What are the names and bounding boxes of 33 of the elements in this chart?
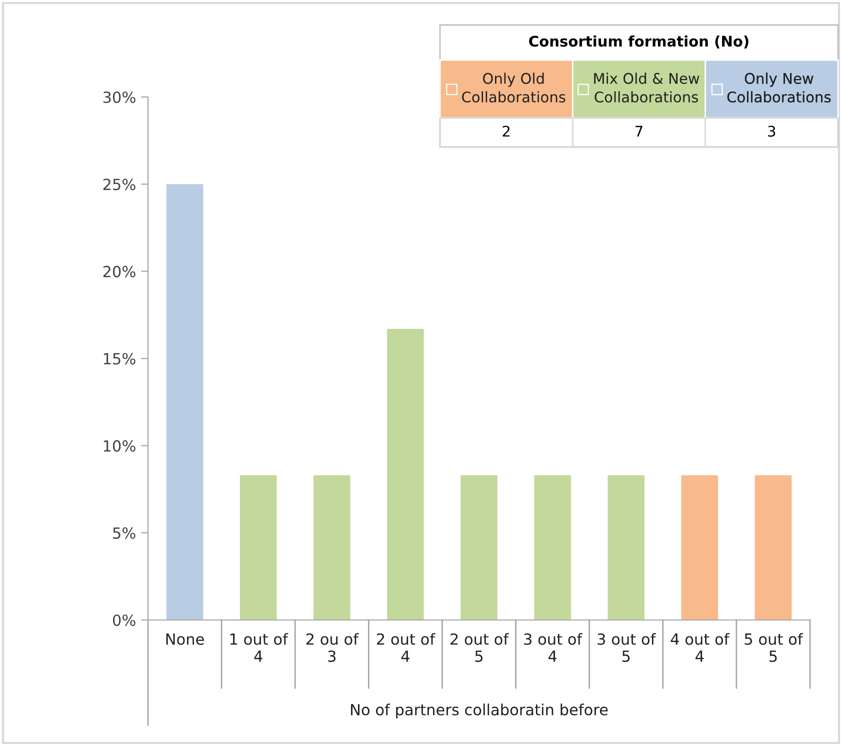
y-tick-label: 15%	[104, 352, 136, 365]
bar	[534, 475, 571, 620]
bar	[240, 475, 277, 620]
x-tick-label: 3 out of 5	[598, 633, 656, 662]
y-tick-label: 0%	[112, 614, 136, 626]
y-tick-label: 25%	[103, 178, 136, 190]
x-axis-title: No of partners collaboratin before	[351, 704, 608, 718]
x-tick-label: 1 out of 4	[230, 633, 288, 662]
x-tick-label: 2 ou of 3	[306, 633, 359, 662]
x-tick-label: 4 out of 4	[670, 633, 730, 662]
bar	[608, 475, 644, 620]
y-tick-label: 5%	[113, 527, 136, 539]
annotation: 2	[502, 126, 510, 137]
bar	[314, 475, 350, 620]
y-tick-label: 20%	[103, 266, 136, 278]
x-tick-label: None	[166, 634, 204, 645]
y-tick-label: 30%	[103, 91, 136, 104]
x-tick-label: 2 out of 4	[376, 633, 436, 662]
annotation: 7	[636, 126, 642, 137]
legend-title: Consortium formation (No)	[529, 35, 748, 48]
bar	[460, 475, 498, 620]
y-tick-label: 10%	[104, 440, 136, 452]
bar	[387, 328, 424, 620]
x-tick-label: 2 out of 5	[450, 633, 509, 662]
x-tick-label: 3 out of 4	[524, 633, 582, 662]
x-tick-label: 5 out of 5	[744, 633, 804, 662]
legend-label: Only Old Collaborations	[462, 72, 566, 103]
bar	[754, 475, 792, 620]
annotation: 3	[768, 126, 776, 137]
bar	[166, 184, 204, 620]
bar	[681, 475, 718, 620]
legend-label: Only New Collaborations	[727, 72, 831, 103]
legend-label: Mix Old & New Collaborations	[594, 72, 700, 103]
